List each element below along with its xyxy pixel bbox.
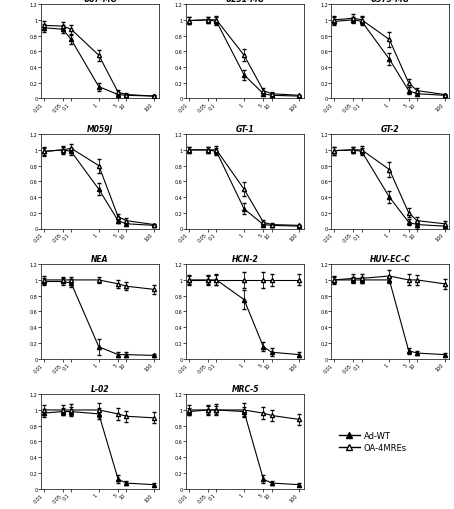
Title: U87-MG: U87-MG: [83, 0, 117, 4]
Title: L-02: L-02: [91, 385, 109, 393]
Title: MRC-5: MRC-5: [232, 385, 259, 393]
Title: M059J: M059J: [87, 125, 113, 134]
Title: GT-1: GT-1: [236, 125, 255, 134]
Title: U251-MG: U251-MG: [226, 0, 265, 4]
Title: HUV-EC-C: HUV-EC-C: [370, 255, 411, 264]
Title: U373-MG: U373-MG: [371, 0, 410, 4]
Title: NEA: NEA: [91, 255, 109, 264]
Legend: Ad-WT, OA-4MREs: Ad-WT, OA-4MREs: [336, 428, 410, 456]
Title: HCN-2: HCN-2: [232, 255, 258, 264]
Title: GT-2: GT-2: [381, 125, 400, 134]
